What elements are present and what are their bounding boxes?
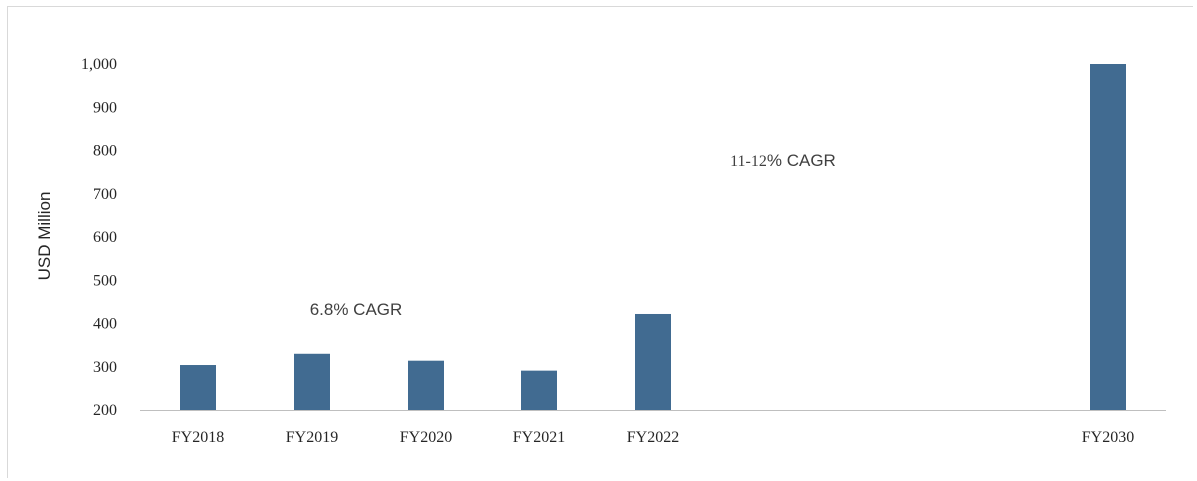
- bar-fy2018: [180, 365, 216, 410]
- y-tick-label: 600: [93, 229, 117, 246]
- x-tick-label: FY2018: [172, 429, 224, 446]
- y-tick-label: 400: [93, 316, 117, 333]
- x-tick-label: FY2019: [286, 429, 338, 446]
- y-axis-ticks: 200 300 400 500 600 700 800 900 1,000: [81, 56, 117, 419]
- bar-fy2022: [635, 313, 671, 410]
- y-tick-label: 200: [93, 402, 117, 419]
- y-tick-label: 300: [93, 359, 117, 376]
- annotation-cagr-part: % CAGR: [767, 151, 836, 170]
- annotation-6-8-cagr: 6.8% CAGR: [310, 300, 403, 319]
- x-tick-label: FY2021: [513, 429, 565, 446]
- bar-fy2019: [294, 353, 330, 410]
- x-tick-label: FY2022: [627, 429, 679, 446]
- annotation-11-12-part: 11-12: [730, 153, 767, 170]
- y-tick-label: 1,000: [81, 56, 117, 73]
- y-tick-label: 900: [93, 99, 117, 116]
- x-tick-label: FY2030: [1082, 429, 1134, 446]
- y-axis-title: USD Million: [35, 192, 54, 281]
- annotation-11-12-cagr: 11-12% CAGR: [730, 151, 836, 170]
- y-tick-label: 800: [93, 143, 117, 160]
- x-tick-label: FY2020: [400, 429, 452, 446]
- chart-frame: [7, 6, 1193, 478]
- bar-fy2030: [1090, 64, 1126, 410]
- x-axis-ticks: FY2018 FY2019 FY2020 FY2021 FY2022 FY2030: [172, 429, 1134, 446]
- bars: [180, 64, 1126, 410]
- bar-fy2020: [408, 360, 444, 410]
- y-tick-label: 500: [93, 272, 117, 289]
- bar-fy2021: [521, 370, 557, 410]
- y-tick-label: 700: [93, 186, 117, 203]
